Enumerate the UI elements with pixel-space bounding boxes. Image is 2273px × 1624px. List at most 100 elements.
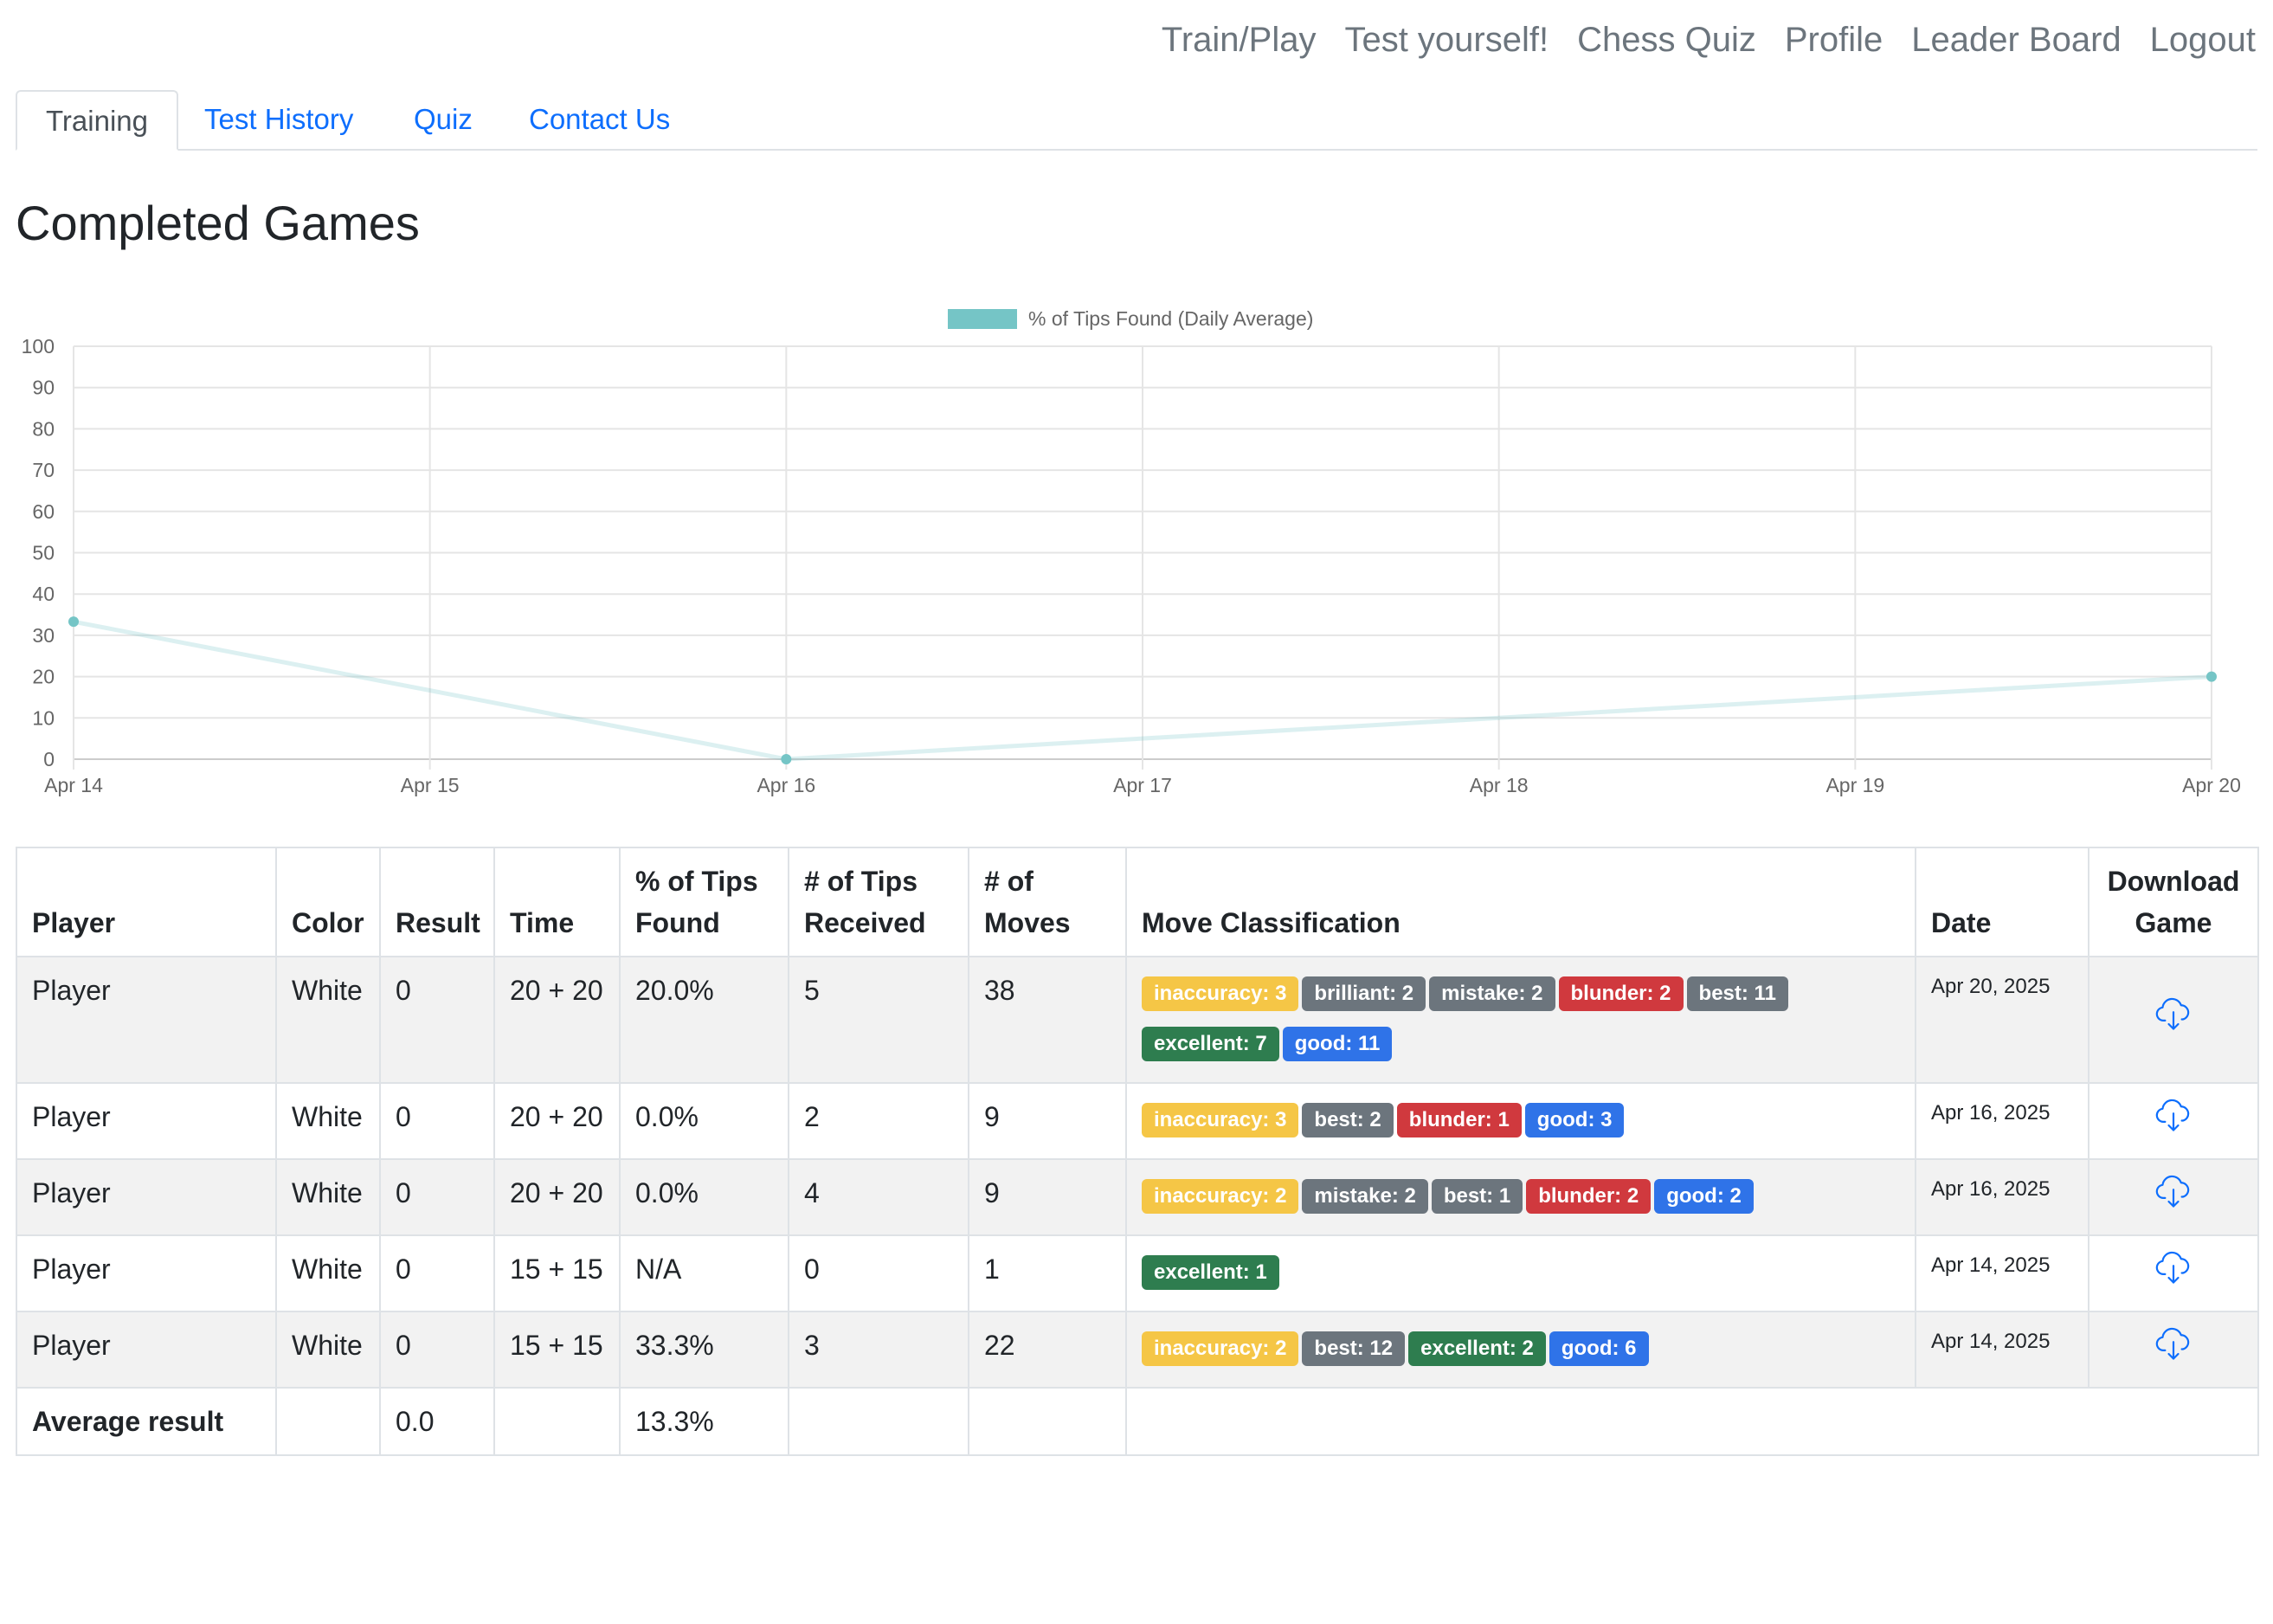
download-game-button[interactable] [2154,1327,2193,1368]
cell-pct-tips: N/A [619,1234,789,1312]
table-row: Player White 0 20 + 20 20.0% 5 38 inaccuracy: 3… [16,956,2259,1084]
y-tick-label: 70 [32,459,55,481]
table-footer-row: Average result 0.0 13.3% [16,1387,2259,1456]
footer-average-pct: 13.3% [619,1387,789,1456]
cell-date: Apr 14, 2025 [1915,1234,2089,1312]
nav-profile[interactable]: Profile [1784,21,1883,59]
cell-tips-received: 0 [788,1234,969,1312]
download-game-button[interactable] [2154,1175,2193,1215]
download-game-button[interactable] [2154,997,2193,1038]
col-header-move-classification: Move Classification [1125,847,1916,957]
badge-mistake: mistake: 2 [1429,976,1555,1011]
cell-date: Apr 16, 2025 [1915,1158,2089,1236]
badge-excellent: excellent: 1 [1142,1255,1279,1290]
badge-blunder: blunder: 2 [1526,1179,1652,1214]
cell-pct-tips: 0.0% [619,1082,789,1160]
cell-tips-received: 5 [788,956,969,1084]
download-game-button[interactable] [2154,1099,2193,1139]
nav-logout[interactable]: Logout [2149,21,2256,59]
y-tick-label: 10 [32,706,55,729]
tips-line-chart: % of Tips Found (Daily Average) 0 10 20 30 40… [22,307,2241,796]
cell-move-classification: excellent: 1 [1125,1234,1916,1312]
cell-pct-tips: 0.0% [619,1158,789,1236]
cloud-download-icon [2155,1175,2190,1208]
cloud-download-icon [2155,997,2190,1030]
badge-mistake: mistake: 2 [1302,1179,1428,1214]
cell-player: Player [16,1234,277,1312]
cloud-download-icon [2155,1251,2190,1284]
x-tick-label: Apr 15 [401,774,460,796]
col-header-date: Date [1915,847,2089,957]
table-header-row: Player Color Result Time % of Tips Found… [16,847,2259,957]
y-tick-label: 80 [32,417,55,440]
table-row: Player White 0 15 + 15 N/A 0 1 excellent: 1 Apr … [16,1234,2259,1312]
tab-test-history[interactable]: Test History [204,103,354,135]
y-tick-label: 20 [32,666,55,688]
nav-leader-board[interactable]: Leader Board [1911,21,2122,59]
y-tick-label: 100 [22,335,55,358]
y-tick-label: 0 [43,748,55,770]
cell-move-classification: inaccuracy: 3 brilliant: 2 mistake: 2 blund… [1125,956,1916,1084]
badge-best: best: 11 [1686,976,1788,1011]
cell-date: Apr 20, 2025 [1915,956,2089,1084]
cell-time: 20 + 20 [493,956,621,1084]
page-title: Completed Games [16,196,420,250]
data-point [781,754,792,764]
badge-inaccuracy: inaccuracy: 3 [1142,976,1299,1011]
cell-download [2088,1234,2259,1312]
badge-inaccuracy: inaccuracy: 2 [1142,1331,1299,1366]
cell-time: 20 + 20 [493,1158,621,1236]
badge-good: good: 11 [1282,1027,1393,1061]
cell-color: White [275,1082,381,1160]
col-header-tips-received: # of Tips Received [788,847,969,957]
nav-chess-quiz[interactable]: Chess Quiz [1577,21,1756,59]
cloud-download-icon [2155,1327,2190,1360]
cell-date: Apr 16, 2025 [1915,1082,2089,1160]
cell-moves: 9 [968,1158,1127,1236]
cell-color: White [275,1234,381,1312]
completed-games-table: Player Color Result Time % of Tips Found… [16,847,2259,1456]
badge-blunder: blunder: 2 [1558,976,1684,1011]
y-tick-label: 50 [32,542,55,564]
x-tick-label: Apr 20 [2182,774,2241,796]
cell-color: White [275,956,381,1084]
footer-empty-cell [1125,1387,2259,1456]
y-tick-label: 30 [32,624,55,647]
cell-result: 0 [379,1158,495,1236]
cloud-download-icon [2155,1099,2190,1131]
col-header-color: Color [275,847,381,957]
cell-time: 15 + 15 [493,1234,621,1312]
cell-result: 0 [379,956,495,1084]
cell-moves: 22 [968,1311,1127,1389]
badge-good: good: 2 [1654,1179,1754,1214]
badge-excellent: excellent: 7 [1142,1027,1279,1061]
cell-player: Player [16,956,277,1084]
tab-contact-us[interactable]: Contact Us [529,103,671,135]
footer-average-result: 0.0 [379,1387,495,1456]
cell-color: White [275,1158,381,1236]
cell-tips-received: 4 [788,1158,969,1236]
cell-pct-tips: 20.0% [619,956,789,1084]
col-header-result: Result [379,847,495,957]
tab-training[interactable]: Training [16,90,178,151]
cell-tips-received: 3 [788,1311,969,1389]
table-row: Player White 0 20 + 20 0.0% 4 9 inaccuracy: 2 mi… [16,1158,2259,1236]
nav-test-yourself[interactable]: Test yourself! [1344,21,1549,59]
download-game-button[interactable] [2154,1251,2193,1292]
cell-move-classification: inaccuracy: 2 best: 12 excellent: 2 good: 6 [1125,1311,1916,1389]
x-tick-label: Apr 18 [1470,774,1529,796]
badge-best: best: 12 [1302,1331,1406,1366]
tab-bar: Training Test History Quiz Contact Us [16,90,2257,151]
nav-train-play[interactable]: Train/Play [1161,21,1317,59]
col-header-download: Download Game [2088,847,2259,957]
data-point [2206,671,2217,682]
col-header-time: Time [493,847,621,957]
footer-tips-cell [788,1387,969,1456]
cell-download [2088,1158,2259,1236]
y-tick-label: 90 [32,377,55,399]
x-tick-label: Apr 16 [757,774,815,796]
footer-moves-cell [968,1387,1127,1456]
tab-quiz[interactable]: Quiz [414,103,473,135]
cell-moves: 9 [968,1082,1127,1160]
cell-download [2088,1082,2259,1160]
